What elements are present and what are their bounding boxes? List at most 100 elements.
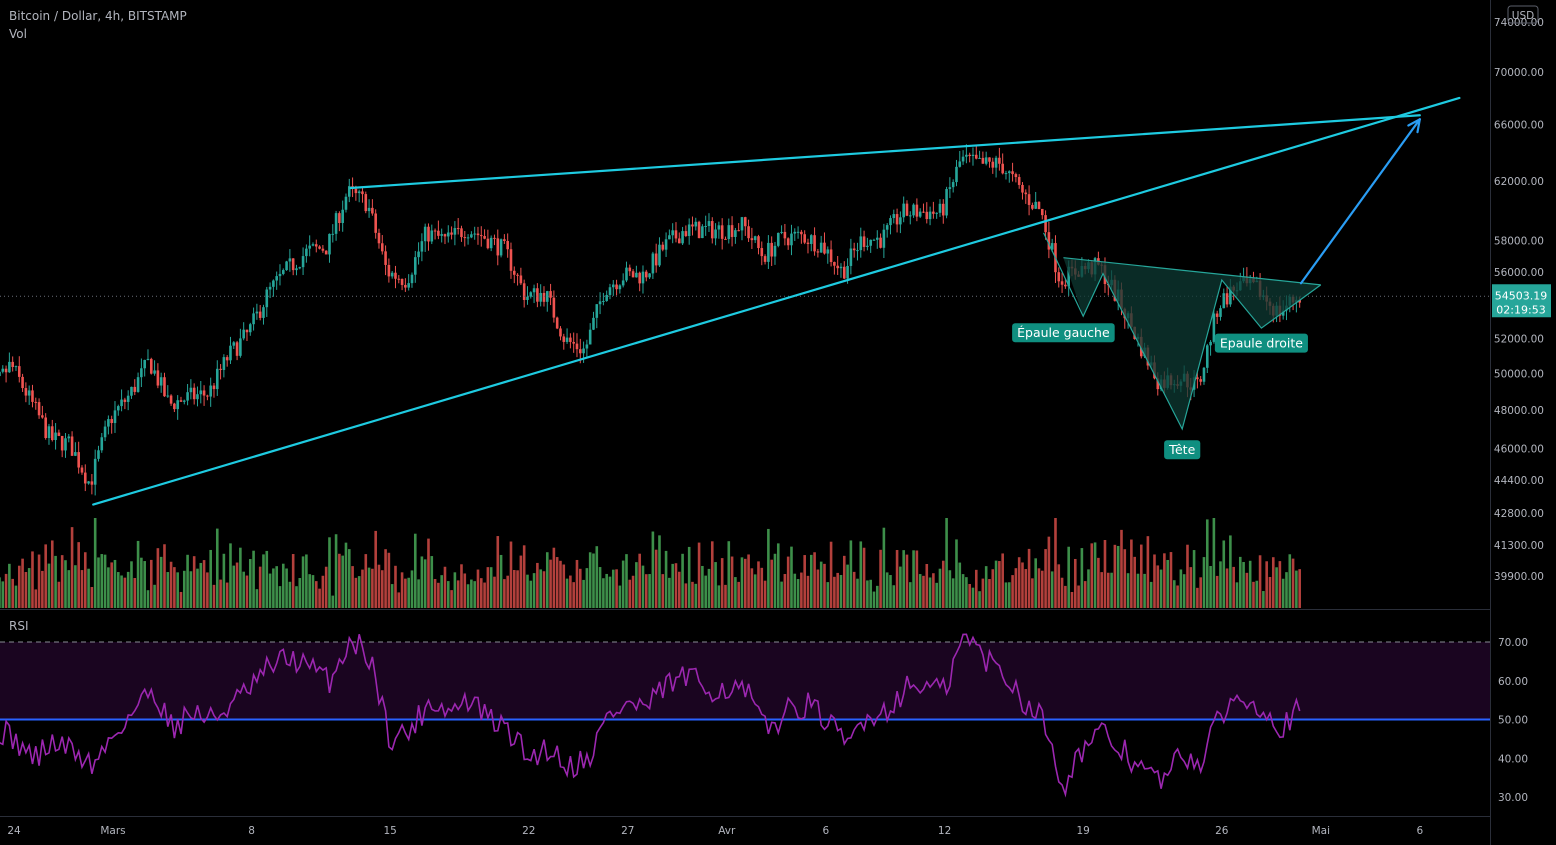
rsi-line (0, 633, 1301, 798)
candle (206, 394, 209, 401)
trendline-upper-resistance[interactable] (349, 114, 1421, 190)
volume-bar (113, 559, 117, 608)
candle (423, 223, 427, 252)
volume-legend[interactable]: Vol (9, 27, 27, 41)
candle-body (50, 426, 54, 441)
pattern-label[interactable]: Épaule gauche (1012, 323, 1115, 343)
volume-bar (239, 547, 242, 608)
candle (905, 200, 909, 217)
head-shoulders-pattern[interactable]: Épaule gauche Tête Epaule droite (1012, 232, 1322, 460)
trendlines[interactable] (92, 96, 1461, 506)
volume-bar (374, 530, 377, 608)
candle (991, 157, 995, 174)
candle (136, 372, 140, 393)
candle-body (90, 481, 94, 485)
candle-body (829, 249, 833, 263)
candle-body (149, 358, 153, 374)
candle (915, 198, 919, 222)
candle (166, 385, 170, 398)
candle-body (443, 234, 447, 237)
candle (120, 389, 123, 412)
candle-body (248, 324, 252, 333)
currency-badge-frame (1507, 5, 1539, 24)
candle (509, 242, 513, 279)
candle (400, 278, 404, 291)
candle (925, 202, 929, 224)
volume-bar (1110, 572, 1113, 608)
candle (1001, 153, 1004, 175)
volume-bar (397, 592, 401, 608)
candle (87, 481, 90, 485)
volume-bar (509, 541, 513, 608)
candle-body (60, 435, 64, 451)
volume-bar (786, 556, 790, 608)
candle (123, 397, 127, 410)
candle (753, 235, 757, 244)
volume-bar (496, 536, 500, 608)
volume-bar (380, 570, 384, 608)
volume-bar (1064, 585, 1067, 608)
candle-body (215, 368, 219, 390)
candle (1014, 172, 1018, 183)
volume-bar (1285, 572, 1288, 608)
candle-body (456, 228, 460, 230)
candle-body (800, 231, 803, 235)
candle (24, 382, 28, 403)
volume-bar (133, 578, 137, 608)
volume-bar (0, 577, 1, 608)
volume-bar (1106, 572, 1110, 608)
volume-bar (476, 569, 480, 608)
volume-bar (60, 555, 64, 608)
current-price-value: 54503.19 (1495, 289, 1548, 302)
candle-body (169, 395, 173, 404)
candle (671, 223, 674, 244)
volume-bar (905, 554, 909, 608)
candle-body (1219, 308, 1222, 317)
time-tick-label: Mars (100, 825, 125, 837)
candle (885, 223, 889, 238)
candle-body (875, 237, 879, 240)
candle (681, 226, 684, 246)
volume-bar (648, 574, 651, 608)
candle (872, 238, 876, 241)
candle-body (394, 272, 397, 279)
candle (367, 199, 371, 218)
volume-bar (1225, 568, 1229, 608)
volume-bar (473, 581, 476, 608)
candle (503, 234, 506, 244)
time-tick-label: 15 (384, 825, 397, 837)
candle-body (598, 301, 602, 305)
volume-bar (354, 577, 358, 608)
pattern-label[interactable]: Tête (1164, 440, 1201, 460)
candle (281, 268, 285, 276)
candle-body (555, 317, 559, 329)
candle (21, 373, 24, 392)
candle-body (70, 436, 74, 456)
candle-body (506, 240, 509, 250)
projection-arrow[interactable] (1299, 118, 1421, 285)
symbol-title[interactable]: Bitcoin / Dollar, 4h, BITSTAMP (9, 9, 187, 23)
volume-bar (968, 584, 971, 608)
candle-body (625, 267, 628, 281)
candle-body (311, 244, 315, 246)
candle (833, 261, 836, 275)
volume-bar (1248, 560, 1252, 608)
volume-bar (856, 578, 859, 608)
candle-body (1298, 299, 1301, 303)
candle (935, 212, 938, 219)
candle-body (324, 250, 328, 255)
candle (526, 286, 529, 305)
trendline-lower-support[interactable] (92, 96, 1461, 506)
candle-body (235, 342, 239, 356)
candle (427, 223, 430, 251)
volume-bar (186, 554, 189, 608)
rsi-legend[interactable]: RSI (9, 619, 29, 633)
pattern-label[interactable]: Epaule droite (1214, 333, 1308, 353)
candle-body (192, 387, 196, 400)
volume-bar (341, 555, 344, 608)
time-tick-label: 24 (7, 825, 21, 837)
candle (529, 291, 533, 299)
candle (800, 229, 803, 244)
currency-badge[interactable]: USD (1507, 5, 1539, 24)
